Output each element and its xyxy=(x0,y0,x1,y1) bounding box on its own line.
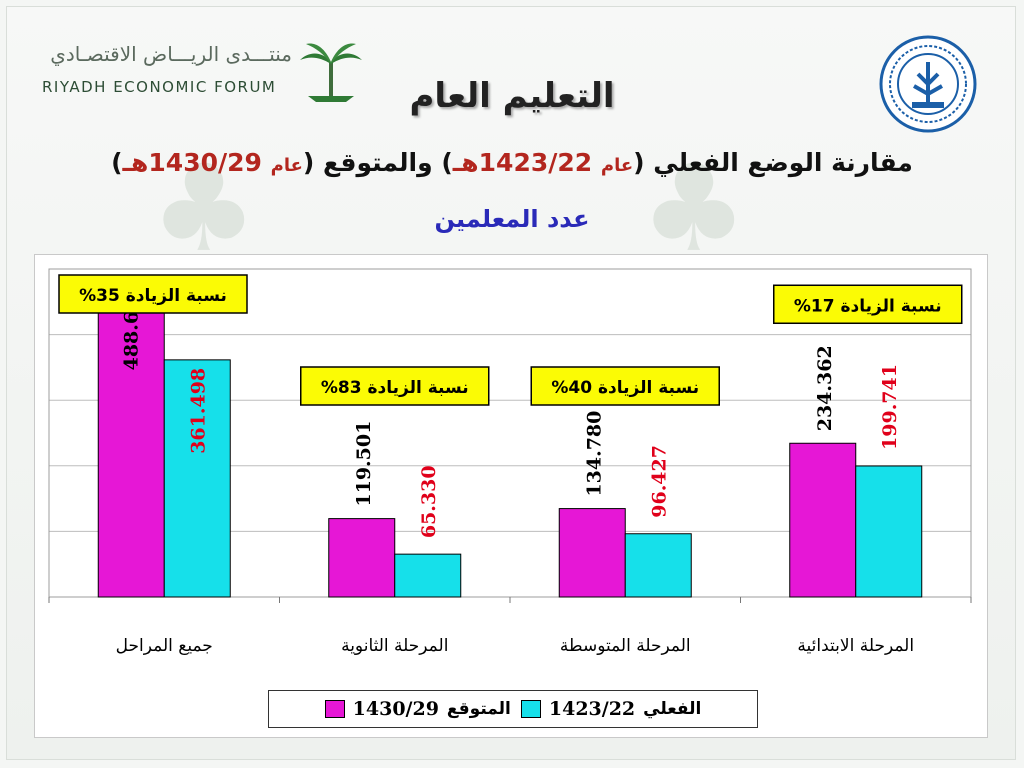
legend-item-expected: المتوقع 1430/29 xyxy=(324,698,511,720)
palm-tree-icon xyxy=(300,43,362,102)
increase-callout-box xyxy=(300,366,490,406)
chart-panel: 234.362 199.741 المرحلة الابتدائية نسبة الز… xyxy=(34,254,988,738)
subtitle-year-1: 1423/22هـ xyxy=(452,148,593,177)
increase-callout-text: نسبة الزيادة 83% xyxy=(321,378,469,398)
increase-callout-box xyxy=(773,284,963,325)
bar-actual xyxy=(394,553,462,598)
legend-item-actual: الفعلي 1423/22 xyxy=(520,698,702,720)
page-subtitle: مقارنة الوضع الفعلي (عام 1423/22هـ) والم… xyxy=(111,148,913,177)
subtitle-year-2: 1430/29هـ xyxy=(122,148,262,177)
legend-actual-year: 1423/22 xyxy=(548,698,636,720)
value-label-actual: 96.427 xyxy=(648,445,670,518)
forum-logo: منتـــدى الريـــاض الاقتصـادي RIYADH ECO… xyxy=(38,40,368,110)
increase-callout-box xyxy=(58,274,248,314)
increase-callout-text: نسبة الزيادة 35% xyxy=(79,286,227,306)
legend-actual-swatch xyxy=(520,700,541,718)
bar-expected xyxy=(789,442,857,598)
increase-callout-text: نسبة الزيادة 17% xyxy=(794,296,942,316)
bar-expected xyxy=(328,518,396,598)
subtitle-main: مقارنة الوضع الفعلي xyxy=(653,148,913,177)
bar-actual xyxy=(624,533,692,598)
legend-actual-name: الفعلي xyxy=(643,699,702,719)
chamber-seal-icon xyxy=(879,35,977,133)
series-title: عدد المعلمين xyxy=(434,205,590,233)
value-label-actual: 361.498 xyxy=(187,368,209,454)
chart-legend: الفعلي 1423/22 المتوقع 1430/29 xyxy=(268,690,758,728)
page-title: التعليم العام xyxy=(409,76,615,116)
value-label-expected: 234.362 xyxy=(814,345,836,431)
legend-expected-swatch xyxy=(324,700,345,718)
palm-watermark-icon: ♣ xyxy=(640,140,748,279)
value-label-actual: 199.741 xyxy=(879,364,901,450)
bar-actual xyxy=(855,465,923,598)
x-category-label: جميع المراحل xyxy=(116,636,213,656)
increase-callout-box xyxy=(530,366,720,406)
x-category-label: المرحلة الابتدائية xyxy=(797,636,914,656)
bar-expected xyxy=(558,508,626,598)
subtitle-connector: والمتوقع xyxy=(323,148,433,177)
bar-expected xyxy=(97,275,165,598)
value-label-expected: 119.501 xyxy=(353,421,375,507)
forum-logo-arabic: منتـــدى الريـــاض الاقتصـادي xyxy=(50,42,292,66)
x-category-label: المرحلة المتوسطة xyxy=(560,636,691,656)
subtitle-year-word-2: عام xyxy=(270,155,303,176)
palm-watermark-icon: ♣ xyxy=(150,140,258,279)
bar-chart: 234.362 199.741 المرحلة الابتدائية نسبة الز… xyxy=(48,268,972,656)
increase-callout-text: نسبة الزيادة 40% xyxy=(551,378,699,398)
subtitle-year-word-1: عام xyxy=(600,155,634,176)
forum-logo-english: RIYADH ECONOMIC FORUM xyxy=(42,78,277,96)
legend-expected-year: 1430/29 xyxy=(352,698,439,720)
legend-expected-name: المتوقع xyxy=(446,699,511,719)
x-category-label: المرحلة الثانوية xyxy=(341,636,448,656)
value-label-expected: 134.780 xyxy=(583,411,605,497)
bar-actual xyxy=(163,359,231,598)
value-label-actual: 65.330 xyxy=(418,465,440,538)
